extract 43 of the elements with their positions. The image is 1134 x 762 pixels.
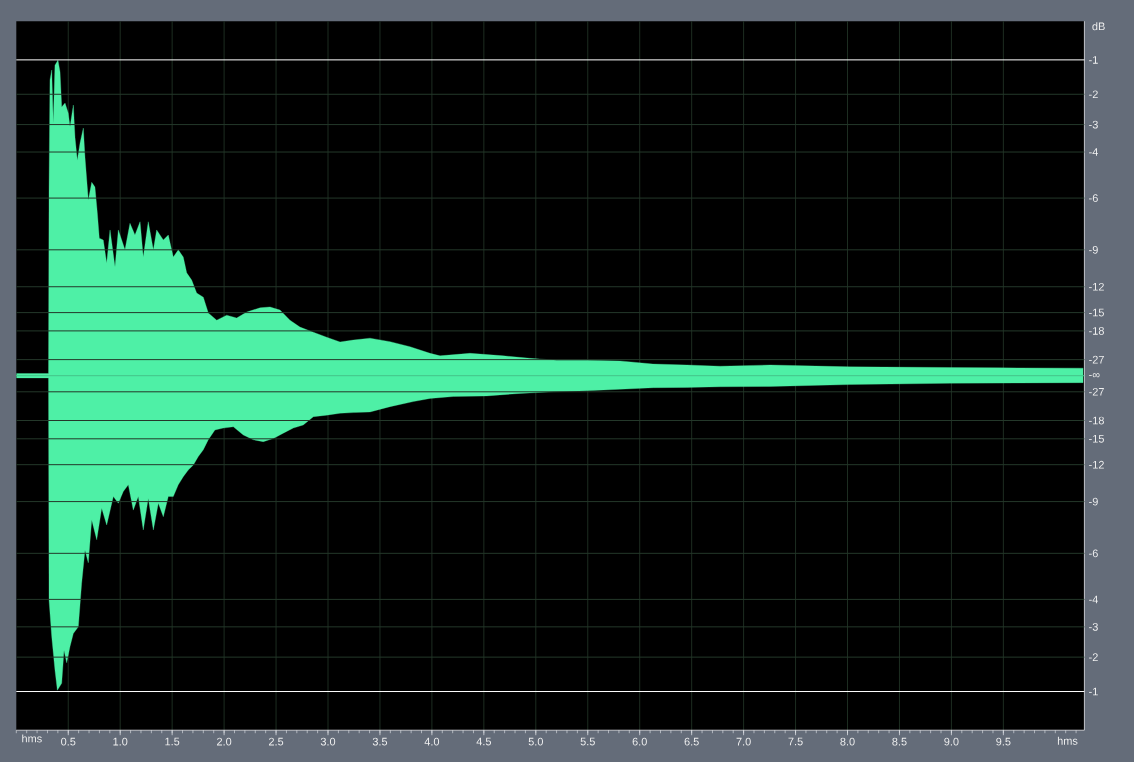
text: -27 [1089,387,1104,396]
x-tick-label: 8.0 [840,737,855,746]
x-tick-label: 2.0 [217,737,232,746]
text: -6 [1089,194,1098,202]
text: -15 [1089,434,1104,443]
x-tick-label: 9.0 [944,737,959,746]
text: -4 [1089,595,1099,604]
x-tick-label: 1.5 [165,737,180,746]
x-tick-label: 3.0 [320,737,336,746]
text: -9 [1089,497,1098,506]
x-tick-label: 2.5 [268,737,284,746]
x-tick-label: 7.5 [788,737,803,746]
x-tick-label: 0.5 [61,737,76,746]
x-tick-label: 7.0 [736,737,751,746]
text: hms [22,734,42,743]
x-tick-label: 6.0 [632,737,647,746]
text: -2 [1089,653,1098,661]
text: -12 [1089,460,1104,469]
text: -3 [1089,622,1098,631]
text: -27 [1089,355,1104,364]
y-axis-title: dB [1092,22,1105,31]
x-tick-label: 9.5 [996,737,1011,746]
text: -12 [1089,282,1104,291]
text: -2 [1089,90,1098,99]
x-tick-label: 4.0 [424,737,440,746]
x-tick-label: 5.0 [528,737,543,746]
text: -1 [1089,687,1098,696]
x-tick-label: 8.5 [892,737,907,746]
x-tick-label: 5.5 [580,737,595,746]
text: -1 [1089,56,1098,64]
x-tick-label: 1.0 [113,737,128,746]
text: -4 [1089,148,1099,156]
text: -3 [1089,120,1098,129]
text: -18 [1089,416,1104,425]
text: -15 [1089,308,1104,317]
text: -6 [1089,549,1098,558]
text: -18 [1089,327,1104,335]
text: -9 [1089,245,1098,254]
x-axis-title: hms [1057,736,1078,745]
x-tick-label: 6.5 [684,737,699,746]
x-tick-label: 3.5 [372,737,388,746]
x-tick-label: 4.5 [476,737,491,746]
text: -∞ [1089,373,1100,378]
